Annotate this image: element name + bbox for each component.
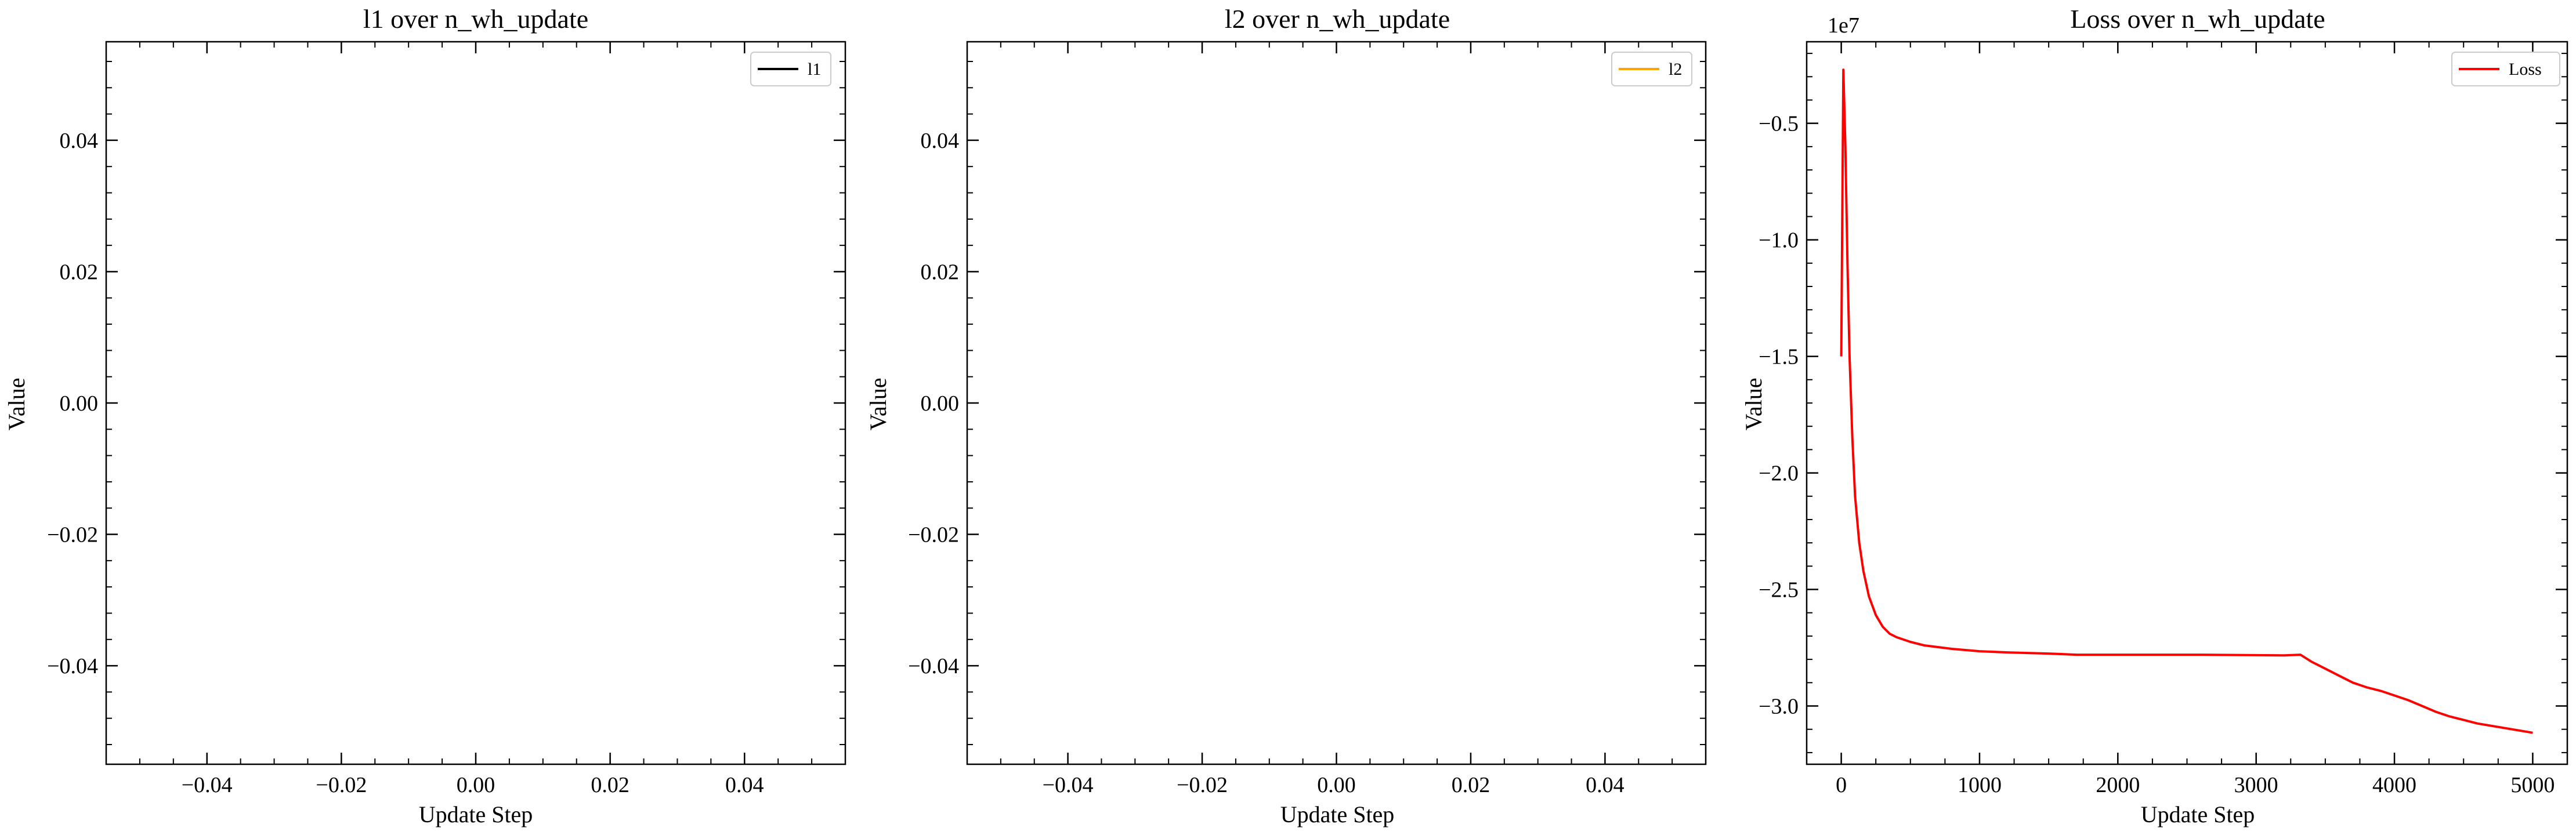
x-tick-label: 0.02 [1452,773,1490,797]
y-tick-label: −0.5 [1759,112,1799,136]
subplot-l1-legend: l1 [750,52,831,86]
y-tick-label: −0.02 [47,523,98,547]
y-tick-label: −0.04 [908,654,959,678]
subplot-l2-ylabel: Value [865,377,891,430]
x-tick-label: 0.02 [591,773,629,797]
x-tick-label: −0.02 [1177,773,1228,797]
y-tick-label: −2.0 [1759,462,1799,486]
x-tick-label: 0.04 [1586,773,1625,797]
subplot-loss-offset-label: 1e7 [1828,13,1859,38]
legend-label-l2: l2 [1669,60,1682,79]
subplot-loss-plot-area: 0 1000 2000 3000 4000 5000 −0.5 −1.0 −1.5 −2.0 −2.… [1759,41,2568,797]
x-tick-label: 0.00 [457,773,495,797]
x-tick-label: 3000 [2234,773,2278,797]
y-tick-label: 0.04 [60,129,99,153]
y-tick-label: −3.0 [1759,695,1799,719]
x-tick-label: 2000 [2096,773,2140,797]
x-tick-label: 5000 [2510,773,2555,797]
y-tick-label: 0.02 [60,260,99,284]
subplot-l2: l2 over n_wh_update Update Step Value −0… [865,4,1707,827]
subplot-l2-legend: l2 [1611,52,1692,86]
y-tick-label: −0.02 [908,523,959,547]
subplot-l1: l1 over n_wh_update Update Step Value −0… [3,4,846,827]
series-line-loss [1840,68,2533,734]
legend-label-loss: Loss [2509,60,2542,79]
axes-frame [966,41,1707,765]
x-tick-label: −0.02 [316,773,367,797]
subplot-l1-plot-area: −0.04 −0.02 0.00 0.02 0.04 0.04 0.02 0.00 −0.02 −… [47,41,846,797]
y-tick-label: 0.04 [921,129,960,153]
x-tick-label: 0.04 [725,773,764,797]
subplot-loss-ylabel: Value [1741,377,1767,430]
x-tick-label: −0.04 [182,773,233,797]
x-tick-label: 1000 [1958,773,2002,797]
subplot-l1-title: l1 over n_wh_update [363,4,588,34]
legend-label-l1: l1 [808,60,821,79]
subplot-l2-title: l2 over n_wh_update [1225,4,1450,34]
x-tick-label: 4000 [2372,773,2416,797]
y-tick-label: 0.00 [921,391,960,416]
subplot-l2-plot-area: −0.04 −0.02 0.00 0.02 0.04 0.04 0.02 0.00 −0.02 −… [908,41,1707,797]
subplot-loss-legend: Loss [2451,52,2560,86]
y-tick-label: −2.5 [1759,578,1799,602]
subplot-loss-title: Loss over n_wh_update [2070,4,2325,34]
y-tick-label: −1.5 [1759,345,1799,369]
legend-frame [2451,52,2560,86]
subplot-l1-ylabel: Value [3,377,30,430]
subplot-l1-xlabel: Update Step [419,801,533,827]
subplot-loss: Loss over n_wh_update Update Step Value … [1741,4,2568,827]
x-tick-label: 0 [1836,773,1847,797]
subplot-l2-xlabel: Update Step [1280,801,1395,827]
axes-frame [1806,41,2568,765]
y-tick-label: 0.00 [60,391,99,416]
subplot-loss-xlabel: Update Step [2141,801,2255,827]
y-tick-label: 0.02 [921,260,960,284]
x-tick-label: 0.00 [1317,773,1356,797]
y-tick-label: −1.0 [1759,228,1799,253]
axes-frame [105,41,846,765]
y-tick-label: −0.04 [47,654,98,678]
x-tick-label: −0.04 [1043,773,1094,797]
